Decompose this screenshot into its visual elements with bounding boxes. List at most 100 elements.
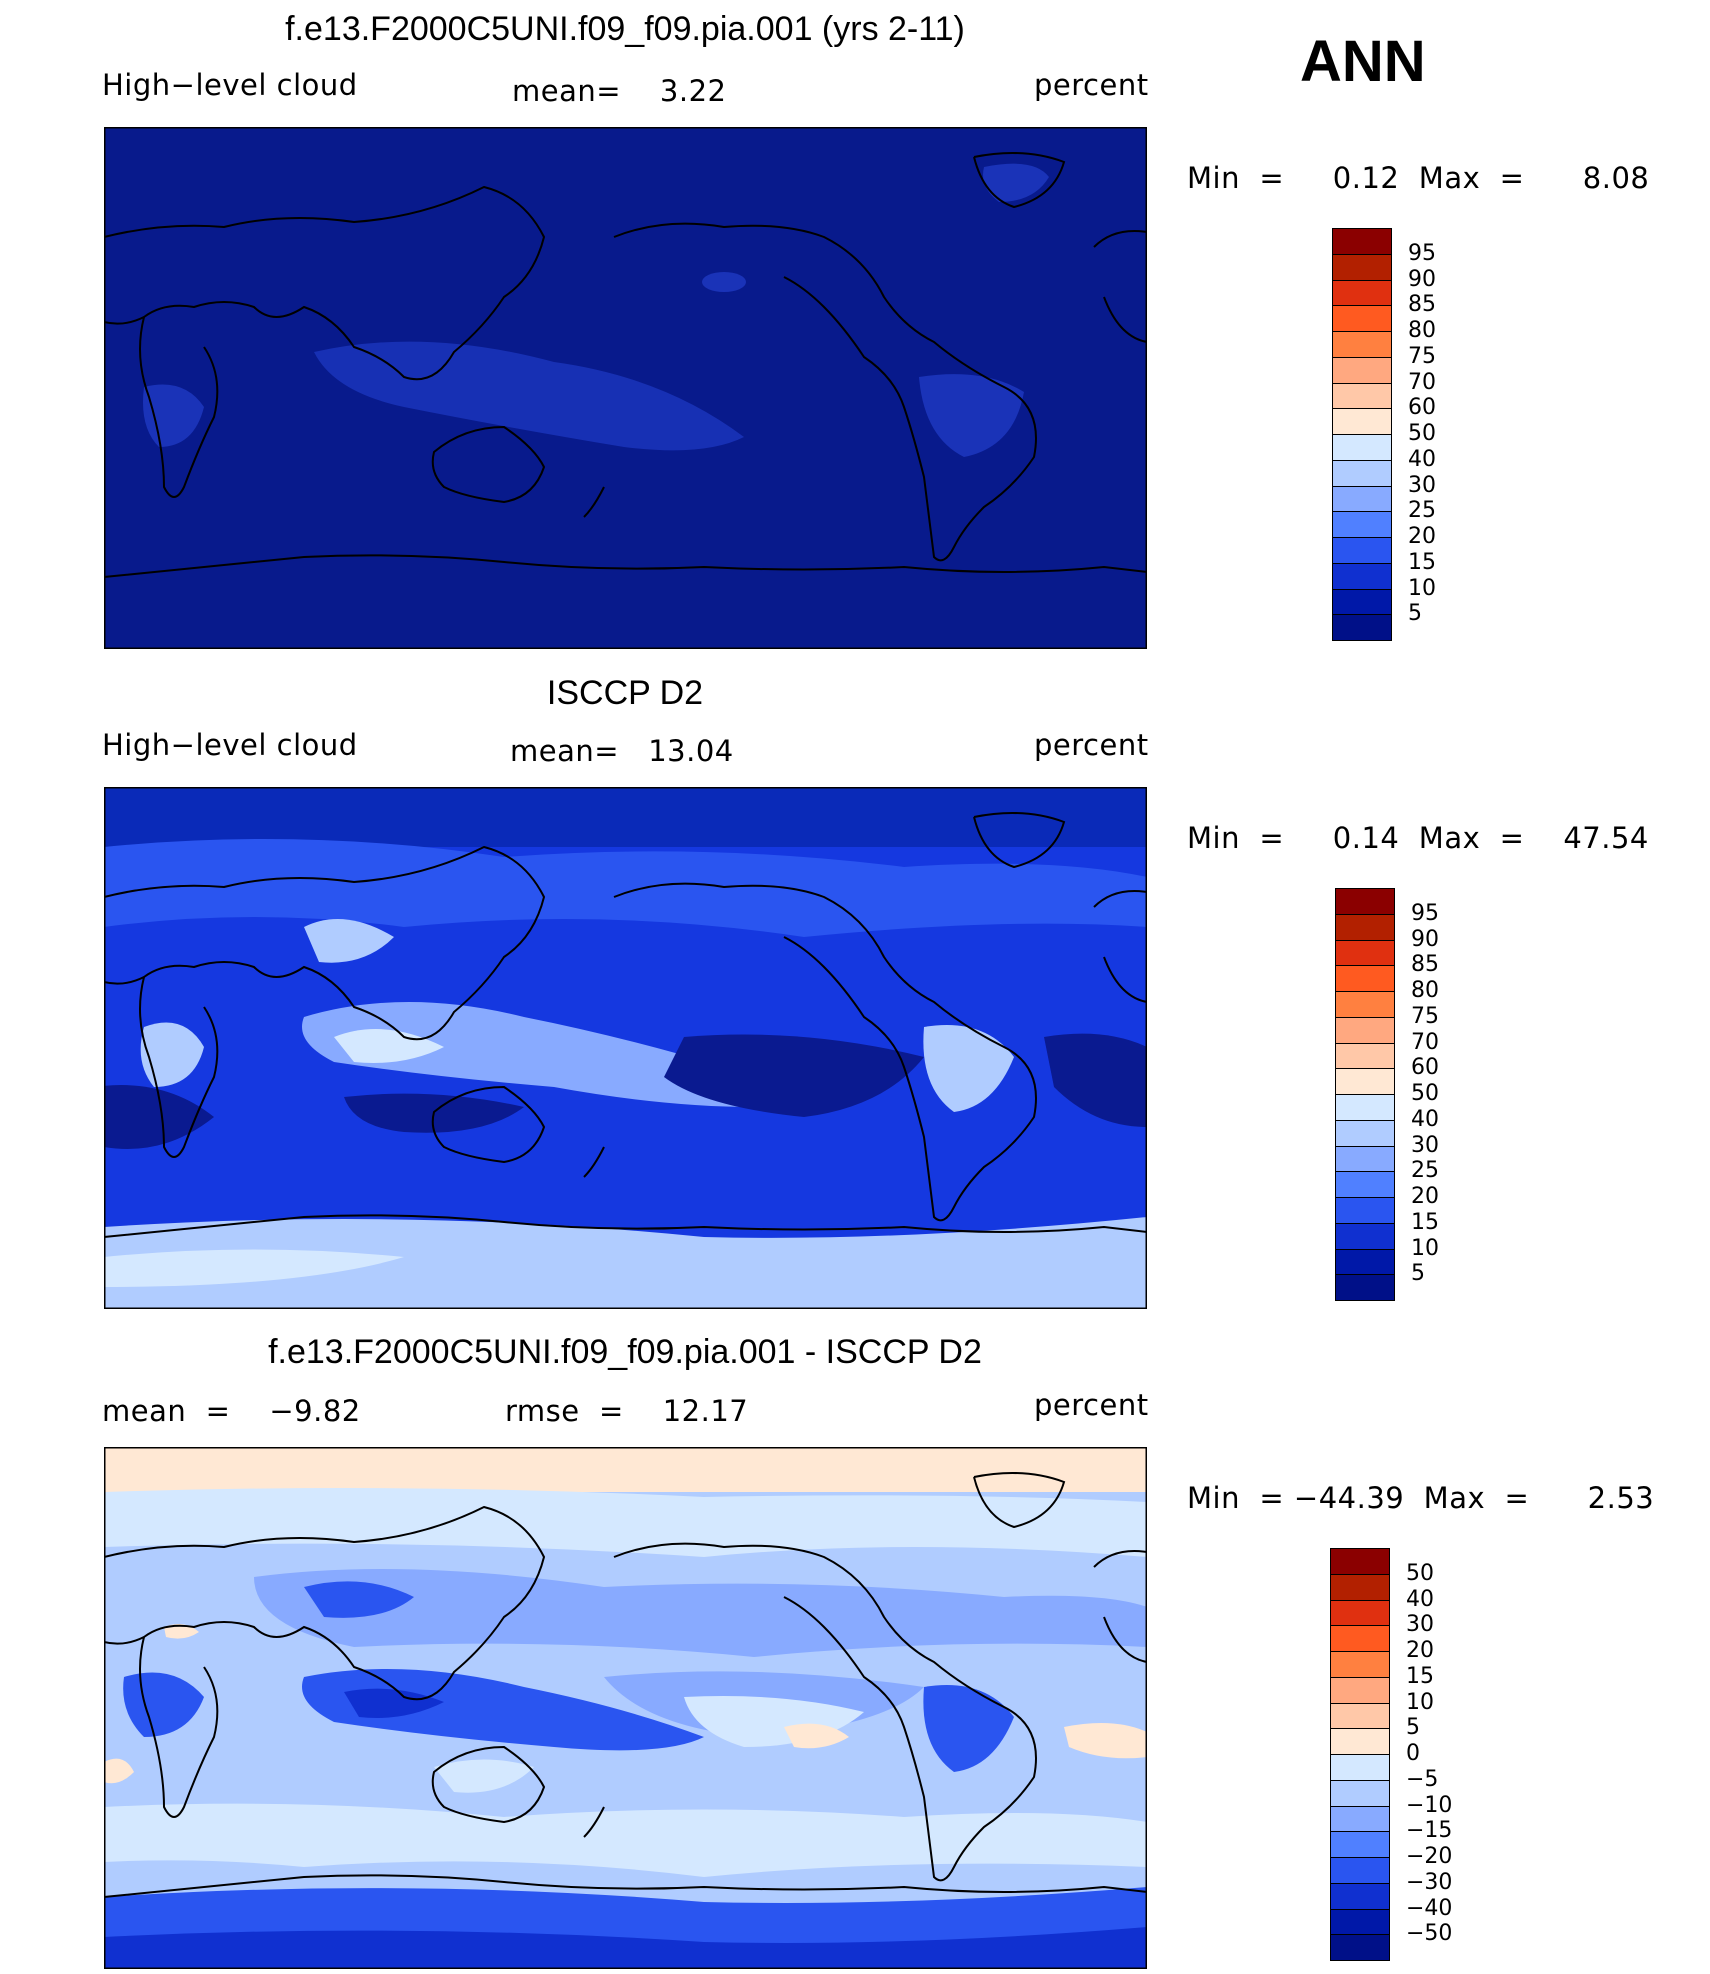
tibet-cloud	[304, 919, 394, 963]
units-label: percent	[1034, 728, 1149, 762]
coastlines	[104, 152, 1147, 578]
colorbar-tick-label: 5	[1411, 1261, 1425, 1287]
colorbar-tick-label: 50	[1408, 421, 1436, 446]
colorbar-tick-label: −50	[1406, 1921, 1453, 1947]
colorbar-outline	[1332, 228, 1392, 641]
panel-title: ISCCP D2	[546, 674, 704, 712]
minmax-label: Min = 0.12 Max = 8.08	[1187, 161, 1650, 195]
colorbar-tick-label: 95	[1411, 900, 1439, 926]
colorbar-tick-label: 0	[1406, 1741, 1420, 1766]
coastlines	[104, 812, 1147, 1238]
colorbar-segment	[1335, 1197, 1395, 1224]
colorbar-segment	[1330, 1857, 1390, 1884]
warm-pool-cloud	[302, 1002, 764, 1107]
colorbar-tick-label: 95	[1408, 240, 1436, 266]
colorbar-tick-label: 80	[1411, 978, 1439, 1003]
colorbar-tick-label: 30	[1408, 472, 1436, 498]
colorbar-tick-label: −15	[1406, 1818, 1453, 1844]
colorbar-tick-label: 50	[1406, 1560, 1434, 1586]
colorbar-tick-label: 75	[1408, 343, 1436, 369]
africa-cloud	[140, 1022, 204, 1087]
colorbar-segment	[1330, 1934, 1390, 1961]
colorbar-tick-label: 5	[1408, 601, 1422, 627]
colorbar-diff	[1330, 1548, 1390, 1961]
high-lat-band	[104, 1488, 1147, 1557]
sahara-positive	[164, 1623, 199, 1639]
colorbar-model	[1332, 228, 1392, 641]
colorbar-outline	[1330, 1548, 1390, 1961]
atlantic-positive	[1064, 1723, 1147, 1759]
colorbar-tick-label: 75	[1411, 1003, 1439, 1029]
units-label: percent	[1034, 68, 1149, 102]
units-label: percent	[1034, 1388, 1149, 1422]
minmax-label: Min = 0.14 Max = 47.54	[1187, 821, 1649, 855]
antarctic-deep-deficit	[104, 1927, 1147, 1969]
panel-title: f.e13.F2000C5UNI.f09_f09.pia.001 (yrs 2-…	[285, 10, 965, 48]
colorbar-segment	[1332, 356, 1392, 384]
colorbar-tick-label: 5	[1406, 1715, 1420, 1741]
colorbar-tick-label: 40	[1408, 446, 1436, 472]
pacific-clear-region	[664, 1034, 924, 1117]
antarctic-band	[104, 1217, 1147, 1309]
greenland-patch	[983, 163, 1049, 202]
colorbar-tick-label: 85	[1411, 952, 1439, 978]
colorbar-tick-label: 30	[1406, 1612, 1434, 1638]
colorbar-tick-label: 15	[1406, 1663, 1434, 1689]
colorbar-segment	[1330, 1651, 1390, 1678]
west-positive	[104, 1758, 134, 1784]
colorbar-tick-label: 40	[1406, 1586, 1434, 1612]
africa-deficit	[123, 1672, 204, 1737]
antarctic-light	[104, 1249, 404, 1287]
colorbar-segment	[1335, 939, 1395, 967]
colorbar-segment	[1335, 888, 1395, 915]
rmse-label: rmse = 12.17	[505, 1394, 749, 1428]
colorbar-tick-label: 90	[1408, 266, 1436, 292]
colorbar-tick-label: −5	[1406, 1766, 1439, 1792]
map-model-high-cloud	[104, 127, 1147, 649]
field-label: High−level cloud	[102, 68, 358, 102]
colorbar-tick-label: 15	[1411, 1209, 1439, 1235]
colorbar-tick-label: −20	[1406, 1844, 1453, 1869]
colorbar-tick-label: −10	[1406, 1792, 1453, 1818]
colorbar-obs	[1335, 888, 1395, 1301]
colorbar-segment	[1332, 253, 1392, 281]
colorbar-tick-label: 30	[1411, 1132, 1439, 1158]
maritime-deficit	[344, 1688, 444, 1718]
colorbar-tick-label: 80	[1408, 318, 1436, 343]
colorbar-outline	[1335, 888, 1395, 1301]
map-svg	[104, 1447, 1147, 1969]
pacific-positive	[784, 1723, 849, 1749]
colorbar-tick-label: 25	[1411, 1158, 1439, 1184]
colorbar-tick-label: 10	[1406, 1689, 1434, 1715]
colorbar-segment	[1335, 1119, 1395, 1147]
colorbar-tick-label: 70	[1411, 1029, 1439, 1055]
colorbar-tick-label: −30	[1406, 1869, 1453, 1895]
panel-title: f.e13.F2000C5UNI.f09_f09.pia.001 - ISCCP…	[268, 1333, 982, 1371]
maritime-continent-cloud	[334, 1029, 444, 1063]
southern-light-band	[104, 1803, 1147, 1877]
colorbar-segment	[1330, 1573, 1390, 1601]
map-frame	[104, 1447, 1147, 1969]
storm-track-band	[254, 1569, 1147, 1657]
amazon-cloud-patch	[919, 374, 1024, 457]
arctic-band	[104, 787, 1147, 847]
amazon-cloud	[923, 1025, 1014, 1112]
arctic-band	[104, 1447, 1147, 1492]
colorbar-tick-label: 40	[1411, 1106, 1439, 1132]
season-label: ANN	[1300, 29, 1426, 94]
mean-label: mean = −9.82	[102, 1394, 361, 1428]
colorbar-segment	[1335, 965, 1395, 992]
amazon-deficit	[923, 1685, 1014, 1772]
australia-light	[434, 1759, 534, 1793]
map-svg	[104, 127, 1147, 649]
colorbar-tick-label: 10	[1411, 1235, 1439, 1261]
colorbar-segment	[1330, 1805, 1390, 1833]
colorbar-tick-label: −40	[1406, 1895, 1453, 1921]
colorbar-tick-label: 60	[1408, 395, 1436, 421]
colorbar-segment	[1332, 305, 1392, 332]
colorbar-tick-label: 50	[1411, 1081, 1439, 1106]
minmax-label: Min = −44.39 Max = 2.53	[1187, 1481, 1655, 1515]
map-diff-high-cloud	[104, 1447, 1147, 1969]
colorbar-segment	[1330, 1702, 1390, 1730]
colorbar-tick-label: 90	[1411, 926, 1439, 952]
